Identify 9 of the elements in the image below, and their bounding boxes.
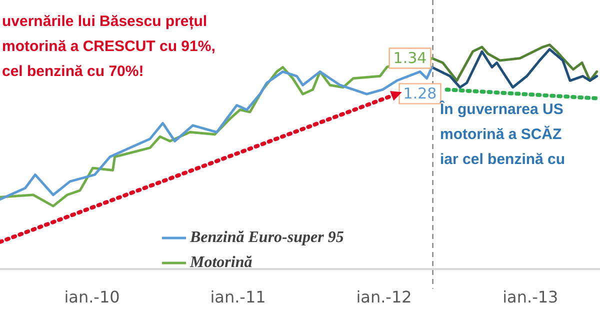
x-tick-label: ian.-13 bbox=[502, 288, 558, 307]
legend-label: Benzină Euro-super 95 bbox=[189, 229, 344, 246]
legend-label: Motorină bbox=[189, 254, 252, 272]
x-tick-label: ian.-12 bbox=[356, 288, 412, 307]
annotation: uvernările lui Băsescu prețul motorină a CRESCUT cu 91%, cel benzină cu 70%! bbox=[2, 13, 216, 80]
annotation: 1.28 bbox=[403, 84, 437, 103]
x-tick-label: ian.-10 bbox=[64, 288, 120, 307]
x-tick-label: ian.-11 bbox=[210, 288, 266, 307]
annotation: În guvernarea US motorină a SCĂZ iar cel benzină cu bbox=[439, 100, 566, 168]
